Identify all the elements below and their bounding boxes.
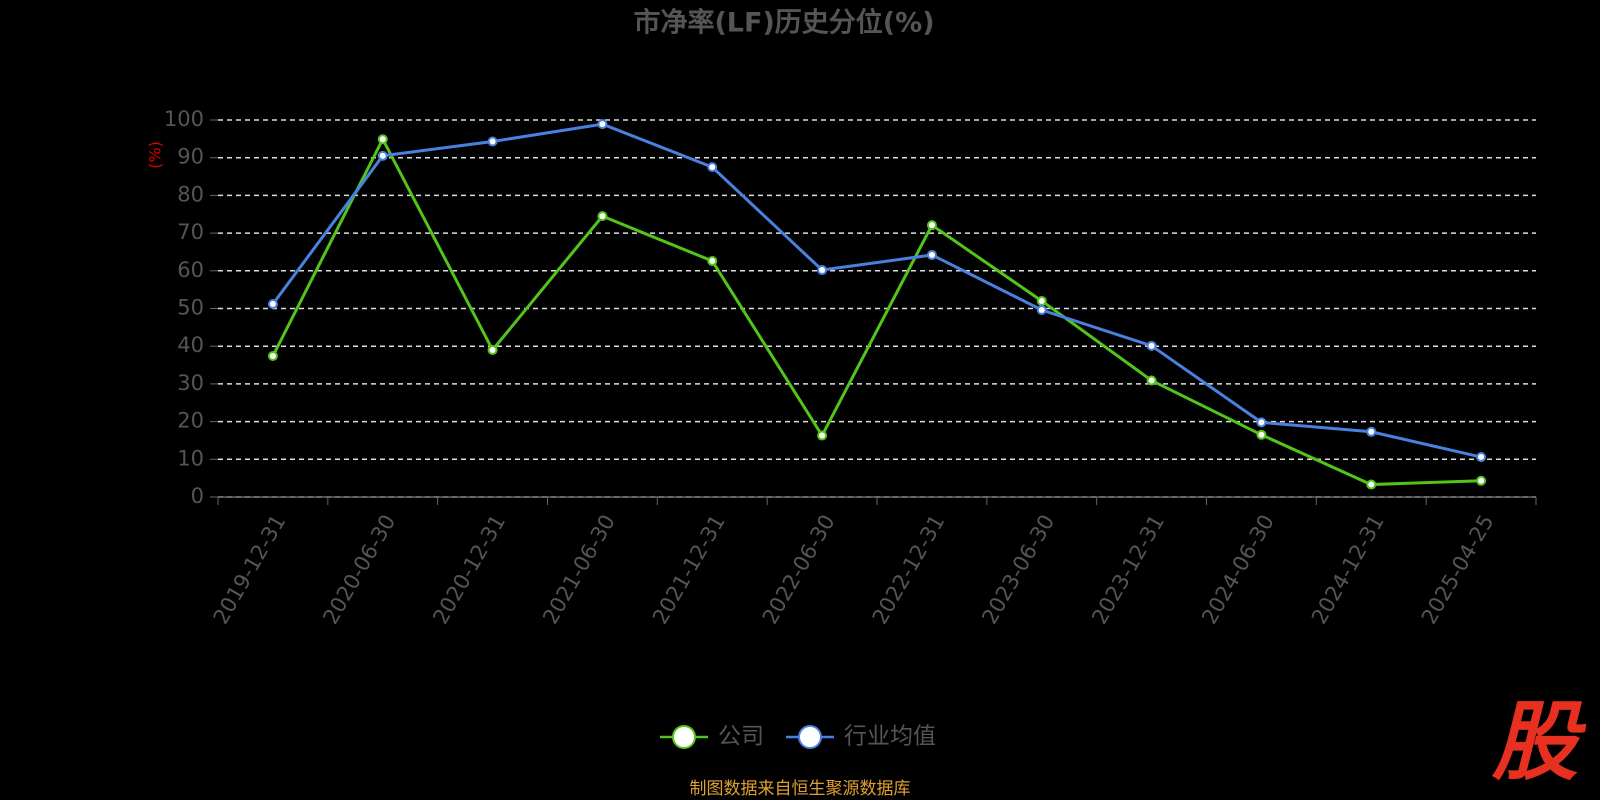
data-point [1036, 295, 1047, 306]
y-tick-label: 30 [177, 371, 204, 395]
legend-label: 行业均值 [844, 724, 936, 750]
x-tick-label: 2025-04-25 [1417, 511, 1499, 629]
legend-label: 公司 [718, 724, 764, 750]
data-point [1366, 426, 1377, 437]
data-point [1146, 375, 1157, 386]
x-tick-label: 2024-06-30 [1197, 511, 1279, 629]
data-point [597, 211, 608, 222]
series-line [271, 122, 1482, 459]
y-tick-label: 10 [177, 446, 204, 470]
x-tick-label: 2023-12-31 [1087, 511, 1169, 629]
y-axis-label: (%) [146, 141, 165, 169]
y-tick-label: 80 [177, 182, 204, 206]
legend-marker [798, 725, 822, 749]
legend-marker [672, 725, 696, 749]
y-tick-label: 90 [177, 145, 204, 169]
x-tick-label: 2021-06-30 [538, 511, 620, 629]
data-point [926, 220, 937, 231]
data-point [377, 134, 388, 145]
y-tick-label: 40 [177, 333, 204, 357]
x-tick-label: 2023-06-30 [977, 511, 1059, 629]
x-tick-label: 2021-12-31 [648, 511, 730, 629]
data-point [1256, 417, 1267, 428]
y-tick-label: 20 [177, 409, 204, 433]
x-tick-label: 2022-12-31 [868, 511, 950, 629]
data-point [1476, 475, 1487, 486]
y-tick-label: 70 [177, 220, 204, 244]
data-point [267, 298, 278, 309]
data-point [707, 162, 718, 173]
data-point [377, 150, 388, 161]
data-point [487, 344, 498, 355]
data-point [1366, 479, 1377, 490]
y-tick-label: 0 [191, 484, 204, 508]
data-point [1146, 340, 1157, 351]
data-point [817, 265, 828, 276]
x-tick-label: 2020-12-31 [428, 511, 510, 629]
data-point [1036, 305, 1047, 316]
data-point [487, 136, 498, 147]
data-point [1256, 429, 1267, 440]
data-point [597, 119, 608, 130]
x-tick-label: 2022-06-30 [758, 511, 840, 629]
x-tick-label: 2019-12-31 [209, 511, 291, 629]
y-tick-label: 50 [177, 296, 204, 320]
series-line [271, 135, 1482, 487]
y-tick-label: 100 [164, 107, 204, 131]
x-tick-label: 2020-06-30 [318, 511, 400, 629]
data-point [707, 255, 718, 266]
y-tick-label: 60 [177, 258, 204, 282]
watermark: 股 [1491, 692, 1587, 792]
data-point [267, 351, 278, 362]
data-point [1476, 452, 1487, 463]
x-tick-label: 2024-12-31 [1307, 511, 1389, 629]
data-point [817, 430, 828, 441]
chart-title: 市净率(LF)历史分位(%) [633, 7, 934, 39]
source-note: 制图数据来自恒生聚源数据库 [690, 779, 911, 799]
data-point [926, 249, 937, 260]
